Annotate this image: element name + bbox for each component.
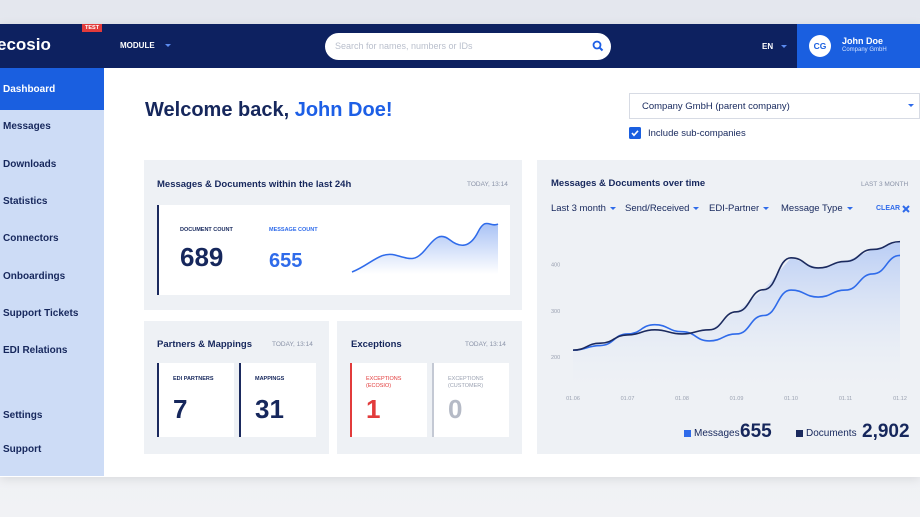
x-tick-label: 01.09: [730, 396, 744, 402]
search-box[interactable]: [325, 33, 611, 60]
mappings-label: MAPPINGS: [255, 376, 285, 382]
welcome: Welcome back, John Doe!: [145, 99, 392, 122]
sidebar-item[interactable]: EDI Relations: [3, 345, 68, 357]
legend-swatch: [684, 430, 691, 437]
x-tick-label: 01.07: [621, 396, 635, 402]
user-name: John Doe!: [294, 99, 393, 121]
search-icon[interactable]: [592, 40, 604, 52]
checkbox-label: Include sub-companies: [648, 128, 746, 139]
series-line: [572, 240, 901, 351]
legend-total: 2,902: [862, 421, 910, 442]
legend-label: Messages: [694, 428, 740, 439]
filter-dropdown[interactable]: Last 3 month: [551, 203, 616, 214]
sidebar-item[interactable]: Downloads: [3, 158, 57, 170]
logo[interactable]: ecosio: [0, 35, 51, 54]
y-tick-label: 400: [551, 263, 560, 269]
test-badge: TEST: [82, 24, 103, 32]
card-title: Partners & Mappings: [157, 339, 253, 350]
x-tick-label: 01.11: [839, 396, 852, 402]
greeting: Welcome back,: [145, 99, 290, 121]
avatar: CG: [809, 35, 831, 57]
x-tick-label: 01.10: [784, 396, 798, 402]
clear-icon[interactable]: [902, 205, 910, 213]
card-title: Messages & Documents within the last 24h: [157, 179, 352, 190]
chart-title: Messages & Documents over time: [551, 178, 706, 189]
x-tick-label: 01.08: [675, 396, 689, 402]
message-label: MESSAGE COUNT: [269, 227, 318, 233]
sidebar-item[interactable]: Onboardings: [3, 270, 66, 282]
language[interactable]: EN: [762, 42, 774, 51]
checkbox[interactable]: [629, 127, 641, 139]
sidebar-item[interactable]: Settings: [3, 410, 43, 421]
y-tick-label: 300: [551, 309, 560, 315]
x-tick-label: 01.06: [566, 396, 580, 402]
partners-box: [157, 363, 234, 437]
document-count: 689: [180, 242, 224, 272]
caret: [908, 104, 914, 110]
customer-count: 0: [448, 394, 463, 424]
sidebar-item[interactable]: Support Tickets: [3, 307, 79, 319]
user-company: Company GmbH: [842, 47, 887, 53]
company-value: Company GmbH (parent company): [642, 101, 790, 112]
module-menu[interactable]: MODULE: [120, 41, 155, 50]
ecosio-box: [350, 363, 427, 437]
ecosio-label: EXCEPTIONS (ECOSIO): [366, 376, 402, 389]
filter-dropdown[interactable]: Message Type: [781, 203, 853, 214]
partners-label: EDI PARTNERS: [173, 376, 214, 382]
caret: [781, 45, 787, 51]
line-chart: 200 300 400 01.06 01.07 01.08 01.09 01.10 01.11 0…: [551, 240, 907, 402]
ecosio-count: 1: [366, 394, 381, 424]
sidebar: [0, 68, 104, 476]
sidebar-item[interactable]: Statistics: [3, 195, 48, 207]
message-count: 655: [269, 250, 303, 272]
card-time: TODAY, 13:14: [467, 181, 508, 188]
series-line: [572, 254, 901, 351]
customer-label: EXCEPTIONS (CUSTOMER): [448, 376, 484, 389]
company-select[interactable]: [629, 93, 920, 119]
search-placeholder: Search for names, numbers or IDs: [335, 41, 473, 51]
card-title: Exceptions: [351, 339, 402, 350]
mappings-box: [239, 363, 316, 437]
y-tick-label: 200: [551, 355, 560, 361]
sidebar-item[interactable]: Connectors: [3, 233, 59, 245]
area: [573, 241, 900, 396]
x-tick-label: 01.12: [893, 396, 907, 402]
legend-label: Documents: [806, 428, 857, 439]
filter-dropdown[interactable]: Send/Received: [625, 203, 700, 214]
partners-count: 7: [173, 394, 188, 424]
sparkline: [351, 222, 499, 274]
user-name: John Doe: [842, 36, 884, 46]
sidebar-item[interactable]: Support: [3, 444, 42, 455]
caret: [165, 44, 171, 50]
legend-swatch: [796, 430, 803, 437]
legend-total: 655: [740, 421, 772, 442]
card-time: TODAY, 13:14: [272, 341, 313, 348]
chart-subtitle: LAST 3 MONTH: [861, 181, 909, 188]
document-label: DOCUMENT COUNT: [180, 227, 233, 233]
filter-dropdown[interactable]: EDI-Partner: [709, 203, 770, 214]
clear-button[interactable]: CLEAR: [876, 205, 901, 212]
sidebar-item[interactable]: Dashboard: [3, 84, 56, 95]
customer-box: [432, 363, 509, 437]
sidebar-item[interactable]: Messages: [3, 121, 51, 133]
mappings-count: 31: [255, 394, 284, 424]
active-item: [0, 68, 104, 110]
card-time: TODAY, 13:14: [465, 341, 506, 348]
